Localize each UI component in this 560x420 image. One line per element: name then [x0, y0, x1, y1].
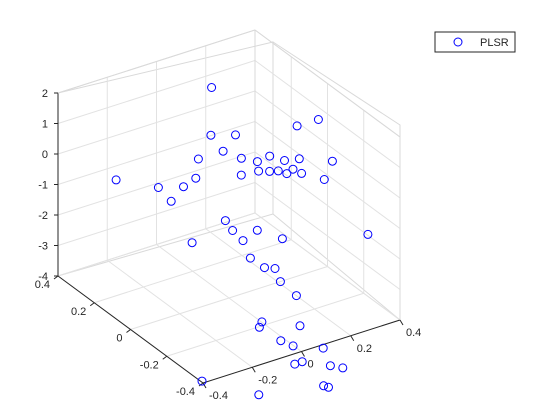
data-point — [197, 376, 207, 386]
data-point — [254, 390, 264, 400]
data-point — [319, 381, 329, 391]
data-point — [363, 229, 373, 239]
data-point — [245, 253, 255, 263]
y-tick-mark — [198, 382, 204, 387]
data-point — [260, 263, 269, 273]
data-point — [166, 196, 176, 206]
x-tick-mark — [202, 382, 207, 389]
data-point — [111, 175, 121, 185]
data-point — [265, 151, 275, 161]
y-tick-label: -0.4 — [176, 386, 195, 398]
grid-floor-y — [94, 239, 292, 304]
data-point — [254, 166, 264, 176]
data-point — [238, 236, 248, 246]
data-point — [276, 336, 286, 346]
data-point — [280, 156, 289, 165]
data-point — [275, 277, 285, 287]
data-point — [291, 291, 301, 301]
data-point — [295, 321, 305, 331]
data-point — [292, 121, 302, 131]
x-tick-mark — [301, 351, 305, 357]
y-tick-mark — [126, 329, 131, 333]
legend[interactable]: PLSR — [434, 31, 516, 53]
data-point — [327, 156, 337, 166]
grid-wall-z-right — [254, 212, 401, 321]
x-tick-mark — [399, 319, 404, 326]
data-point — [206, 130, 216, 140]
data-point — [252, 157, 262, 167]
data-point — [228, 226, 238, 235]
data-point — [277, 234, 287, 244]
data-point — [313, 115, 323, 124]
grid-wall-z-right — [254, 60, 401, 168]
data-point — [231, 130, 240, 140]
data-point — [207, 83, 217, 92]
box-top-edge — [254, 29, 401, 138]
data-point — [220, 216, 230, 226]
x-tick-label: -0.4 — [209, 390, 228, 402]
x-tick-label: 0.2 — [357, 343, 372, 355]
box-top-edge — [57, 29, 256, 94]
grid-wall-z-right — [254, 182, 401, 290]
legend-box — [434, 31, 516, 53]
grid-wall-z-right — [254, 90, 401, 199]
y-tick-mark — [162, 355, 168, 360]
grid-wall-z-left — [57, 90, 256, 155]
data-points — [111, 83, 373, 400]
data-point — [324, 382, 333, 392]
grid-wall-z-left — [57, 121, 256, 185]
y-tick-label: 0.2 — [71, 306, 86, 318]
x-tick-label: 0.4 — [406, 327, 421, 339]
data-point — [252, 225, 262, 235]
data-point — [325, 361, 335, 371]
y-tick-label: 0 — [116, 333, 122, 345]
data-point — [288, 341, 298, 351]
grid-wall-z-left — [57, 60, 256, 124]
data-point — [338, 363, 348, 373]
data-point — [294, 154, 304, 164]
data-point — [297, 168, 307, 178]
x-tick-label: 0 — [308, 359, 314, 371]
data-point — [257, 317, 267, 327]
x-tick-mark — [350, 335, 355, 342]
data-point — [288, 164, 298, 174]
data-point — [318, 343, 328, 353]
data-point — [179, 182, 188, 192]
data-point — [319, 175, 329, 184]
data-point — [236, 153, 246, 163]
y-tick-label: 0.4 — [35, 279, 50, 291]
data-point — [193, 154, 203, 164]
legend-marker-icon — [453, 37, 463, 47]
data-point — [297, 357, 307, 367]
data-point — [273, 166, 283, 176]
z-tick-label: -1 — [38, 180, 48, 192]
z-tick-label: -4 — [38, 271, 48, 283]
legend-entry-plsr: PLSR — [480, 37, 509, 49]
data-point — [265, 166, 275, 176]
grid-floor-y — [130, 266, 328, 330]
data-point — [254, 322, 264, 332]
grid-wall-z-left — [57, 182, 256, 246]
z-tick-label: 1 — [42, 119, 48, 131]
z-tick-label: 0 — [42, 149, 48, 161]
y-tick-label: -0.2 — [140, 359, 159, 371]
x-tick-mark — [251, 366, 256, 373]
data-point — [191, 173, 201, 183]
data-point — [236, 170, 246, 180]
z-tick-label: -2 — [38, 210, 48, 222]
z-tick-label: -3 — [38, 241, 48, 253]
y-tick-mark — [89, 302, 95, 307]
data-point — [270, 264, 280, 273]
data-point — [187, 238, 197, 248]
grid-wall-z-right — [254, 121, 401, 229]
z-tick-label: 2 — [42, 88, 48, 100]
data-point — [153, 183, 163, 192]
data-point — [282, 169, 292, 179]
x-tick-label: -0.2 — [258, 374, 277, 386]
data-point — [218, 146, 228, 156]
grid-wall-z-right — [254, 151, 401, 260]
tick-labels: -0.4-0.200.20.4-0.4-0.200.20.4-4-3-2-101… — [35, 88, 422, 402]
